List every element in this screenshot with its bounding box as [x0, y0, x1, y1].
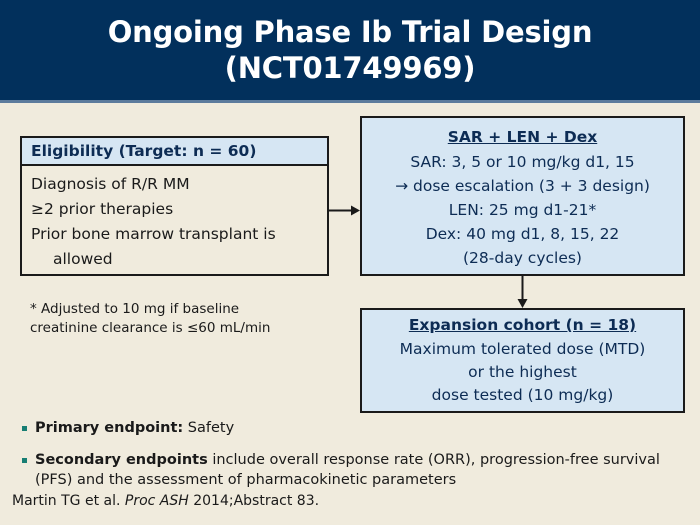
- treatment-detail-line: SAR: 3, 5 or 10 mg/kg d1, 15: [410, 152, 635, 171]
- endpoint-value: Safety: [183, 420, 235, 436]
- footnote-line: creatinine clearance is ≤60 mL/min: [30, 320, 271, 336]
- endpoint-text: Secondary endpoints include overall resp…: [35, 450, 682, 490]
- treatment-detail-line: (28-day cycles): [463, 248, 582, 267]
- endpoint-item-secondary: Secondary endpoints include overall resp…: [22, 450, 682, 490]
- expansion-detail-line: Maximum tolerated dose (MTD): [399, 340, 646, 358]
- treatment-detail-line: LEN: 25 mg d1-21*: [448, 200, 597, 219]
- eligibility-header: Eligibility (Target: n = 60): [22, 138, 327, 166]
- treatment-detail-line: Dex: 40 mg d1, 8, 15, 22: [425, 224, 620, 243]
- slide-title-line-2: (NCT01749969): [224, 51, 476, 85]
- treatment-heading: SAR + LEN + Dex: [447, 127, 598, 146]
- citation-journal: Proc ASH: [124, 493, 189, 509]
- treatment-detail-line: → dose escalation (3 + 3 design): [395, 176, 650, 195]
- expansion-detail-line: dose tested (10 mg/kg): [431, 386, 614, 404]
- citation-suffix: 2014;Abstract 83.: [188, 493, 320, 509]
- endpoint-label: Primary endpoint:: [35, 420, 184, 436]
- endpoint-label: Secondary endpoints: [35, 452, 208, 468]
- eligibility-box: Eligibility (Target: n = 60) Diagnosis o…: [20, 136, 329, 276]
- eligibility-criterion: ≥2 prior therapies: [31, 200, 174, 218]
- endpoints-list: Primary endpoint: Safety Secondary endpo…: [22, 418, 682, 502]
- endpoint-value: include overall response rate (ORR), pro…: [35, 452, 660, 488]
- eligibility-criteria-list: Diagnosis of R/R MM ≥2 prior therapies P…: [22, 166, 327, 272]
- footnote-line: * Adjusted to 10 mg if baseline: [30, 301, 240, 317]
- slide-title-bar: Ongoing Phase Ib Trial Design (NCT017499…: [0, 0, 700, 103]
- eligibility-criterion: Prior bone marrow transplant is: [31, 225, 276, 243]
- dose-adjustment-footnote: * Adjusted to 10 mg if baseline creatini…: [30, 300, 330, 338]
- bullet-square-icon: [22, 426, 27, 431]
- expansion-detail-line: or the highest: [468, 363, 577, 381]
- endpoint-item-primary: Primary endpoint: Safety: [22, 418, 682, 438]
- expansion-cohort-box: Expansion cohort (n = 18) Maximum tolera…: [360, 308, 685, 413]
- arrow-down-icon: [517, 276, 528, 308]
- treatment-regimen-box: SAR + LEN + Dex SAR: 3, 5 or 10 mg/kg d1…: [360, 116, 685, 276]
- citation-prefix: Martin TG et al.: [12, 493, 125, 509]
- expansion-heading: Expansion cohort (n = 18): [408, 316, 637, 334]
- citation: Martin TG et al. Proc ASH 2014;Abstract …: [12, 492, 319, 511]
- eligibility-criterion: allowed: [53, 250, 113, 268]
- eligibility-header-label: Eligibility (Target: n = 60): [31, 142, 257, 160]
- endpoint-text: Primary endpoint: Safety: [35, 418, 234, 438]
- arrow-right-icon: [329, 205, 360, 216]
- eligibility-criterion: Diagnosis of R/R MM: [31, 175, 190, 193]
- slide-title-line-1: Ongoing Phase Ib Trial Design: [107, 15, 593, 49]
- bullet-square-icon: [22, 458, 27, 463]
